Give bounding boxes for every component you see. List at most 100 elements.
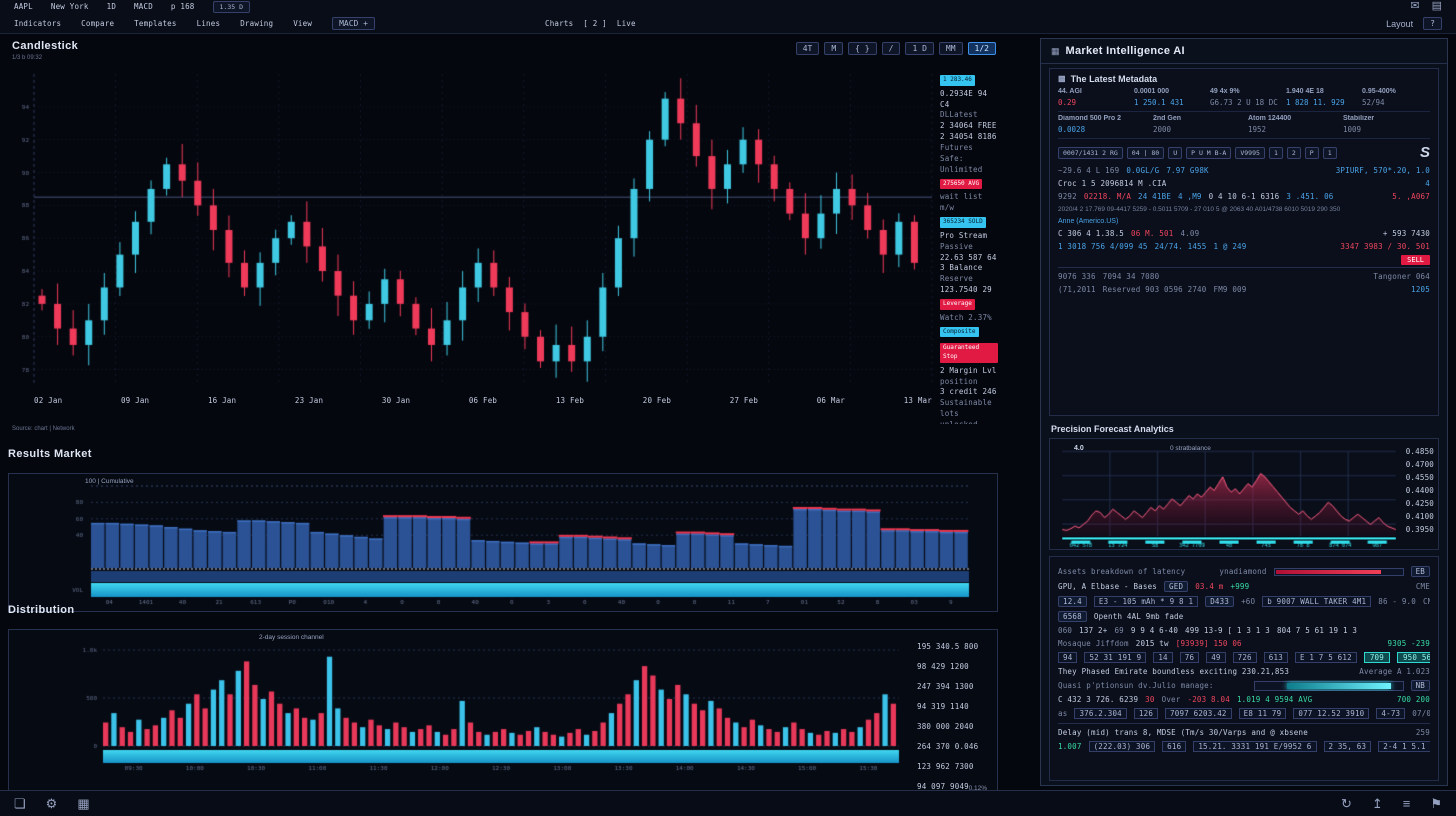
value-box[interactable]: 616	[1162, 741, 1187, 752]
value-box[interactable]: 7097 6203.42	[1165, 708, 1232, 719]
text-cell: 123 962 7300	[917, 762, 974, 771]
text-cell: 3 .451. 06	[1286, 192, 1334, 201]
text-cell: 7.97 G98K	[1166, 166, 1209, 175]
small-chip[interactable]: EB	[1410, 566, 1430, 577]
gear-icon[interactable]: ⚙	[45, 796, 58, 811]
value-box[interactable]: E8 11 79	[1238, 708, 1287, 719]
value-box[interactable]: b 9007 WALL TAKER 4M1	[1262, 596, 1372, 607]
small-chip[interactable]: NB	[1410, 680, 1430, 691]
red-progress-bar	[1273, 567, 1404, 576]
metadata-paragraph: 2020/4 2 17.769 09-4417 5259 - 0.5011 57…	[1058, 206, 1341, 213]
text-cell[interactable]: Live	[616, 19, 636, 28]
small-chip[interactable]: 6568	[1058, 611, 1087, 622]
value-box[interactable]: (222.03) 306	[1088, 741, 1156, 752]
text-cell: 1 @ 249	[1213, 242, 1247, 252]
alert-badge-red[interactable]: Leverage	[940, 299, 975, 310]
text-cell[interactable]: 1D	[106, 2, 117, 11]
toolbar-chip[interactable]: /	[881, 42, 901, 55]
value-box[interactable]: 15.21. 3331 191 E/9952 6	[1193, 741, 1317, 752]
toolbar-chip[interactable]: 1	[1322, 146, 1337, 159]
sell-button[interactable]: SELL	[1401, 255, 1430, 266]
archive-icon[interactable]: ▤	[1431, 0, 1442, 12]
value-box[interactable]: 2-4 1 5.1	[1378, 741, 1430, 752]
text-cell[interactable]: Drawing	[240, 19, 274, 28]
toolbar-chip[interactable]: U	[1168, 146, 1183, 159]
toolbar-chip[interactable]: V9995	[1235, 146, 1265, 159]
toolbar-chip[interactable]: P	[1304, 146, 1319, 159]
small-chip[interactable]: D433	[1205, 596, 1235, 607]
value-box[interactable]: 2 35, 63	[1323, 741, 1372, 752]
layout-button[interactable]: Layout	[1386, 18, 1414, 29]
layout-split-button[interactable]: 1/2	[967, 42, 996, 55]
forecast-area-chart[interactable]	[1058, 445, 1400, 549]
bookmark-icon[interactable]: ❏	[14, 796, 26, 811]
text-cell: ~29.6 4 L 169	[1058, 166, 1120, 175]
text-cell: 380 000 2040	[917, 722, 974, 731]
text-cell: 0.4700	[1405, 460, 1434, 469]
timeframe-chip[interactable]: 1.35 D	[212, 0, 250, 13]
text-cell[interactable]: p 168	[170, 2, 195, 11]
small-chip[interactable]: GED	[1164, 581, 1189, 592]
toolbar-chip[interactable]: 4T	[795, 42, 820, 55]
value-box[interactable]: 94	[1058, 652, 1078, 663]
candlestick-chart[interactable]	[8, 70, 936, 392]
filter-chip-row: 0007/1431 2 RG 04 | 80 U P U M B-A V9995 1 2 P 1…	[1058, 144, 1430, 161]
value-box[interactable]: 76	[1179, 652, 1200, 663]
mail-icon[interactable]: ✉	[1410, 0, 1420, 12]
toolbar-chip[interactable]: 04 | 80	[1126, 146, 1165, 159]
value-box[interactable]: 14	[1153, 652, 1173, 663]
alert-badge-cyan[interactable]: Composite	[940, 326, 979, 338]
text-cell[interactable]: Indicators	[14, 19, 62, 28]
indicator-chart[interactable]	[11, 476, 979, 608]
text-cell[interactable]: Lines	[196, 19, 221, 28]
text-cell[interactable]: MACD	[134, 2, 153, 11]
redo-icon[interactable]: ↻	[1340, 796, 1352, 811]
small-chip[interactable]: 12.4	[1058, 596, 1087, 607]
text-cell[interactable]: [ 2 ]	[583, 19, 607, 28]
text-cell: as	[1058, 709, 1068, 718]
x-axis-labels: 02 Jan 09 Jan 16 Jan 23 Jan 30 Jan 06 Feb 13 F…	[34, 396, 932, 405]
alert-badge-cyan[interactable]: 1 283.46	[940, 75, 975, 86]
stat-value: 2000	[1153, 125, 1172, 134]
toolbar-chip[interactable]: 1 D	[905, 42, 934, 55]
toolbar-chip[interactable]: 0007/1431 2 RG	[1058, 146, 1123, 159]
value-box[interactable]: 49	[1206, 652, 1226, 663]
small-chip[interactable]: 950 56.	[1396, 652, 1430, 663]
value-box[interactable]: 613	[1263, 652, 1288, 663]
text-cell[interactable]: View	[293, 19, 313, 28]
value-box[interactable]: E 1 7 5 612	[1294, 652, 1357, 663]
text-cell[interactable]: Charts	[545, 19, 574, 28]
alert-badge-red[interactable]: Guaranteed Stop	[940, 343, 998, 363]
toolbar-chip[interactable]: MM	[938, 42, 963, 55]
list-icon[interactable]: ≡	[1402, 796, 1411, 811]
text-cell: Reserve	[940, 274, 974, 284]
flag-icon[interactable]: ⚑	[1430, 796, 1442, 811]
upload-icon[interactable]: ↥	[1371, 796, 1383, 811]
value-box[interactable]: 52 31 191 9	[1084, 652, 1147, 663]
value-box[interactable]: 077 12.52 3910	[1293, 708, 1370, 719]
value-box[interactable]: 376.2.304	[1074, 708, 1127, 719]
text-cell[interactable]: New York	[50, 2, 89, 11]
help-button[interactable]: ?	[1423, 17, 1442, 30]
small-chip[interactable]: 709	[1363, 652, 1390, 663]
account-link[interactable]: Anne (Americo.US)	[1058, 218, 1119, 226]
value-box[interactable]: 126	[1133, 708, 1159, 719]
toolbar-chip[interactable]: 2	[1286, 146, 1301, 159]
toolbar-chip[interactable]: P U M B-A	[1186, 146, 1232, 159]
volume-histogram[interactable]	[11, 638, 905, 788]
grid-icon[interactable]: ▦	[77, 796, 90, 811]
value-box[interactable]: E3 - 105 mAh * 9 8 1	[1093, 596, 1199, 607]
alert-badge-red[interactable]: 275650 AVG	[940, 178, 983, 190]
toolbar-chip[interactable]: M	[824, 42, 844, 55]
histogram-value-labels: 195 340.5 800 98 429 1200 247 394 1300 94 3…	[917, 642, 993, 791]
value-box[interactable]: 726	[1232, 652, 1257, 663]
text-cell[interactable]: Compare	[81, 19, 115, 28]
macd-chip[interactable]: MACD +	[332, 17, 375, 30]
text-cell[interactable]: AAPL	[14, 2, 33, 11]
toolbar-chip[interactable]: 1	[1268, 146, 1283, 159]
data-row: 9292 02218. M/A 24 41BE 4 ,M9 0 4 10 6-1 631…	[1058, 192, 1430, 201]
value-box[interactable]: 4-73	[1376, 708, 1406, 719]
alert-badge-cyan[interactable]: 365234 SOLD	[940, 217, 986, 228]
toolbar-chip[interactable]: { }	[848, 42, 877, 55]
text-cell[interactable]: Templates	[134, 19, 177, 28]
